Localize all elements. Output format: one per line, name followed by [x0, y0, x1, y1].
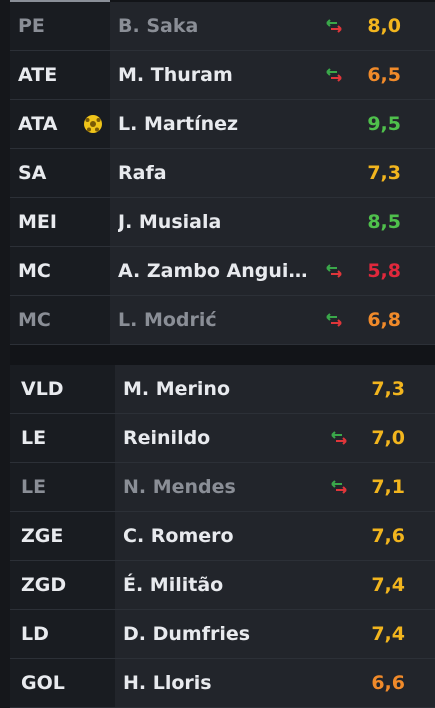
name-cell	[110, 100, 435, 148]
player-row[interactable]: ATE M. Thuram 6,5	[10, 51, 435, 100]
player-row[interactable]: MC A. Zambo Anguis... 5,8	[10, 247, 435, 296]
name-cell	[115, 561, 435, 609]
player-position: LE	[21, 427, 47, 449]
substitution-icon	[326, 19, 342, 33]
position-cell	[10, 463, 115, 511]
position-cell	[10, 561, 115, 609]
player-position: ATA	[18, 113, 58, 135]
player-position: ATE	[18, 64, 58, 86]
player-row[interactable]: PE B. Saka 8,0	[10, 2, 435, 51]
player-position: SA	[18, 162, 47, 184]
player-rating: 7,3	[371, 378, 405, 400]
position-cell	[10, 512, 115, 560]
player-rating: 7,3	[367, 162, 401, 184]
player-row[interactable]: LD D. Dumfries 7,4	[10, 610, 435, 659]
top-divider	[10, 0, 110, 2]
name-cell	[110, 51, 435, 99]
player-name: D. Dumfries	[123, 623, 251, 645]
player-row[interactable]: SA Rafa 7,3	[10, 149, 435, 198]
name-cell	[110, 247, 435, 295]
player-name: Reinildo	[123, 427, 211, 449]
name-cell	[115, 659, 435, 707]
substitution-icon	[326, 264, 342, 278]
player-position: ZGE	[21, 525, 64, 547]
player-position: MC	[18, 260, 51, 282]
player-list-bottom: VLD M. Merino 7,3 LE Reinildo 7,0 LE N. …	[10, 365, 435, 708]
player-rating: 8,0	[367, 15, 401, 37]
section-gap	[10, 345, 435, 365]
player-position: PE	[18, 15, 45, 37]
position-cell	[10, 247, 110, 295]
player-rating: 7,6	[371, 525, 405, 547]
position-cell	[10, 610, 115, 658]
substitution-icon	[331, 431, 347, 445]
name-cell	[110, 198, 435, 246]
position-cell	[10, 51, 110, 99]
name-cell	[115, 610, 435, 658]
substitution-icon	[326, 68, 342, 82]
position-cell	[10, 198, 110, 246]
player-position: VLD	[21, 378, 64, 400]
name-cell	[110, 2, 435, 50]
player-name: Rafa	[118, 162, 167, 184]
player-row[interactable]: LE N. Mendes 7,1	[10, 463, 435, 512]
player-rating: 7,0	[371, 427, 405, 449]
position-cell	[10, 414, 115, 462]
player-name: É. Militão	[123, 574, 224, 596]
player-position: MEI	[18, 211, 57, 233]
substitution-icon	[331, 480, 347, 494]
player-row[interactable]: MEI J. Musiala 8,5	[10, 198, 435, 247]
player-name: A. Zambo Anguis...	[118, 260, 318, 282]
player-row[interactable]: VLD M. Merino 7,3	[10, 365, 435, 414]
player-name: C. Romero	[123, 525, 234, 547]
player-name: J. Musiala	[118, 211, 222, 233]
position-cell	[10, 2, 110, 50]
player-rating: 7,1	[371, 476, 405, 498]
player-rating: 5,8	[367, 260, 401, 282]
name-cell	[115, 365, 435, 413]
name-cell	[115, 463, 435, 511]
player-position: ZGD	[21, 574, 67, 596]
player-row[interactable]: GOL H. Lloris 6,6	[10, 659, 435, 708]
player-name: B. Saka	[118, 15, 199, 37]
position-cell	[10, 296, 110, 344]
player-position: GOL	[21, 672, 65, 694]
player-rating: 9,5	[367, 113, 401, 135]
player-row[interactable]: ATA L. Martínez 9,5	[10, 100, 435, 149]
position-cell	[10, 149, 110, 197]
player-name: L. Modrić	[118, 309, 217, 331]
name-cell	[115, 414, 435, 462]
player-position: LD	[21, 623, 49, 645]
player-row[interactable]: MC L. Modrić 6,8	[10, 296, 435, 345]
player-row[interactable]: LE Reinildo 7,0	[10, 414, 435, 463]
name-cell	[115, 512, 435, 560]
name-cell	[110, 296, 435, 344]
player-name: M. Thuram	[118, 64, 233, 86]
player-rating: 7,4	[371, 623, 405, 645]
player-position: LE	[21, 476, 47, 498]
player-rating: 6,5	[367, 64, 401, 86]
player-rating: 6,6	[371, 672, 405, 694]
substitution-icon	[326, 313, 342, 327]
left-gutter	[0, 0, 10, 708]
goal-ball-icon	[84, 115, 102, 133]
name-cell	[110, 149, 435, 197]
player-name: H. Lloris	[123, 672, 212, 694]
player-rating: 7,4	[371, 574, 405, 596]
position-cell	[10, 659, 115, 707]
player-name: N. Mendes	[123, 476, 236, 498]
player-name: M. Merino	[123, 378, 230, 400]
player-list-top: PE B. Saka 8,0 ATE M. Thuram 6,5 ATA L. …	[10, 2, 435, 345]
player-rating: 8,5	[367, 211, 401, 233]
position-cell	[10, 365, 115, 413]
player-row[interactable]: ZGD É. Militão 7,4	[10, 561, 435, 610]
player-rating: 6,8	[367, 309, 401, 331]
player-row[interactable]: ZGE C. Romero 7,6	[10, 512, 435, 561]
player-name: L. Martínez	[118, 113, 239, 135]
player-position: MC	[18, 309, 51, 331]
